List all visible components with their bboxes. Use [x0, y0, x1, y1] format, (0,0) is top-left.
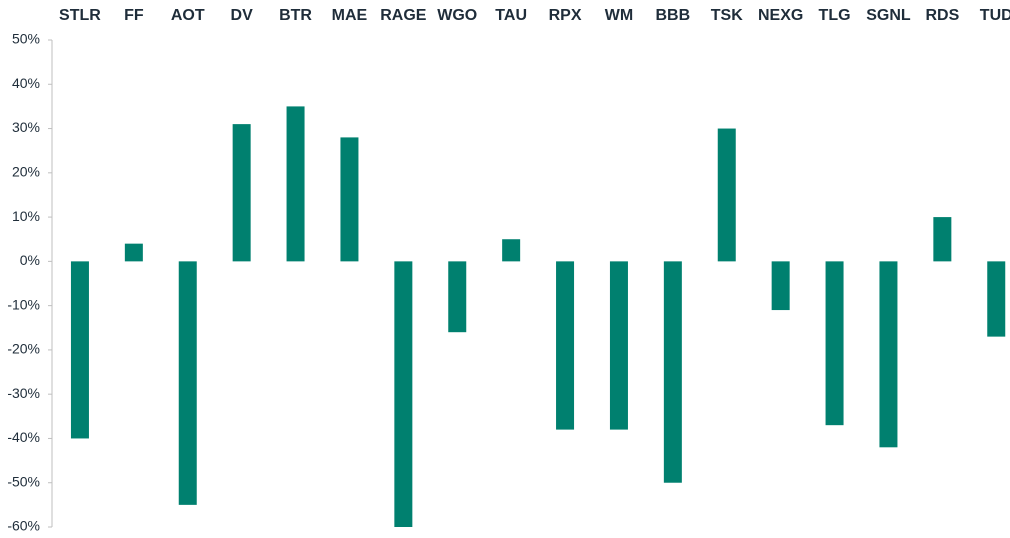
- x-tick-label: TLG: [819, 7, 851, 24]
- x-tick-label: DV: [231, 7, 254, 24]
- bar: [825, 261, 844, 426]
- y-tick-label: -10%: [7, 296, 40, 312]
- bar: [609, 261, 628, 430]
- bar: [70, 261, 89, 439]
- y-tick-label: -60%: [7, 518, 40, 534]
- bar: [232, 124, 251, 262]
- x-tick-label: BBB: [656, 7, 691, 24]
- bar: [448, 261, 467, 333]
- y-tick-label: 50%: [12, 31, 40, 47]
- bar: [178, 261, 197, 505]
- x-tick-label: TAU: [495, 7, 527, 24]
- bar: [286, 106, 305, 262]
- y-tick-label: -40%: [7, 429, 40, 445]
- y-tick-label: 40%: [12, 75, 40, 91]
- x-tick-label: AOT: [171, 7, 205, 24]
- bar: [663, 261, 682, 483]
- x-tick-label: NEXG: [758, 7, 803, 24]
- y-tick-label: -50%: [7, 473, 40, 489]
- x-tick-label: TSK: [711, 7, 743, 24]
- x-tick-label: FF: [124, 7, 144, 24]
- y-tick-label: -20%: [7, 341, 40, 357]
- y-tick-label: -30%: [7, 385, 40, 401]
- y-tick-label: 20%: [12, 164, 40, 180]
- bar: [502, 239, 521, 262]
- x-tick-label: RDS: [925, 7, 959, 24]
- x-tick-label: RAGE: [380, 7, 427, 24]
- bar: [556, 261, 575, 430]
- x-tick-label: MAE: [332, 7, 368, 24]
- x-tick-label: RPX: [549, 7, 582, 24]
- bar: [771, 261, 790, 311]
- x-tick-label: SGNL: [866, 7, 911, 24]
- x-tick-label: WM: [605, 7, 633, 24]
- x-tick-label: BTR: [279, 7, 312, 24]
- bar: [340, 137, 359, 262]
- bar: [394, 261, 413, 527]
- bar: [717, 128, 736, 262]
- x-tick-label: WGO: [437, 7, 477, 24]
- bar: [933, 217, 952, 262]
- bar: [124, 243, 143, 262]
- x-tick-label: STLR: [59, 7, 101, 24]
- y-tick-label: 10%: [12, 208, 40, 224]
- bar: [879, 261, 898, 448]
- y-tick-label: 0%: [20, 252, 40, 268]
- bar: [987, 261, 1006, 337]
- x-tick-label: TUD: [980, 7, 1010, 24]
- y-tick-label: 30%: [12, 119, 40, 135]
